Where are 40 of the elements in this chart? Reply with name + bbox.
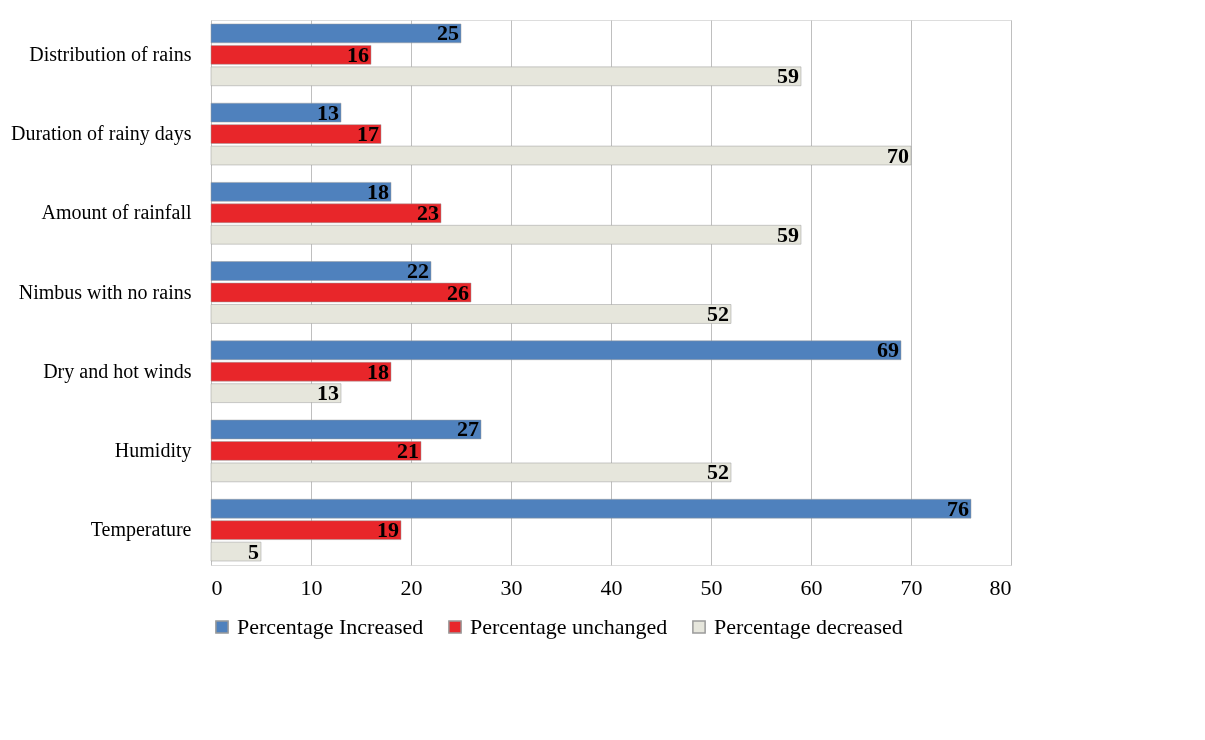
x-tick-label: 60 [800,574,823,600]
data-label: 21 [397,437,419,463]
x-tick-label: 0 [211,574,223,600]
y-tick-label: Humidity [114,438,192,462]
data-label: 22 [407,258,429,284]
data-label: 17 [357,121,379,147]
data-label: 19 [377,517,399,543]
x-tick-label: 50 [700,574,723,600]
data-label: 13 [317,99,339,125]
x-tick-label: 20 [400,574,423,600]
y-tick-label: Distribution of rains [29,42,192,65]
data-label: 23 [417,200,439,226]
data-label: 52 [707,459,729,485]
x-tick-label: 10 [300,574,323,600]
x-tick-label: 80 [989,574,1012,600]
data-label: 69 [877,337,899,363]
data-label: 52 [707,300,729,326]
data-label: 18 [367,358,389,384]
data-label: 59 [777,63,799,89]
data-label: 26 [447,279,469,305]
legend-label: Percentage Increased [237,614,424,639]
data-label: 18 [367,178,389,204]
data-label: 59 [777,221,799,247]
x-tick-label: 70 [900,574,923,600]
y-tick-label: Duration of rainy days [10,122,192,146]
legend-label: Percentage unchanged [470,614,668,639]
data-label: 70 [887,142,909,168]
x-tick-label: 30 [500,574,523,600]
y-tick-label: Temperature [90,518,192,542]
data-label: 16 [347,41,369,67]
x-tick-label: 40 [600,574,623,600]
y-tick-label: Amount of rainfall [41,201,192,224]
legend-label: Percentage decreased [714,614,903,639]
data-label: 13 [317,380,339,406]
data-label: 25 [437,20,459,46]
y-tick-label: Dry and hot winds [43,359,192,383]
data-label: 76 [947,495,969,521]
data-label: 27 [457,416,479,442]
y-tick-label: Nimbus with no rains [18,280,192,303]
data-label: 5 [248,538,259,564]
